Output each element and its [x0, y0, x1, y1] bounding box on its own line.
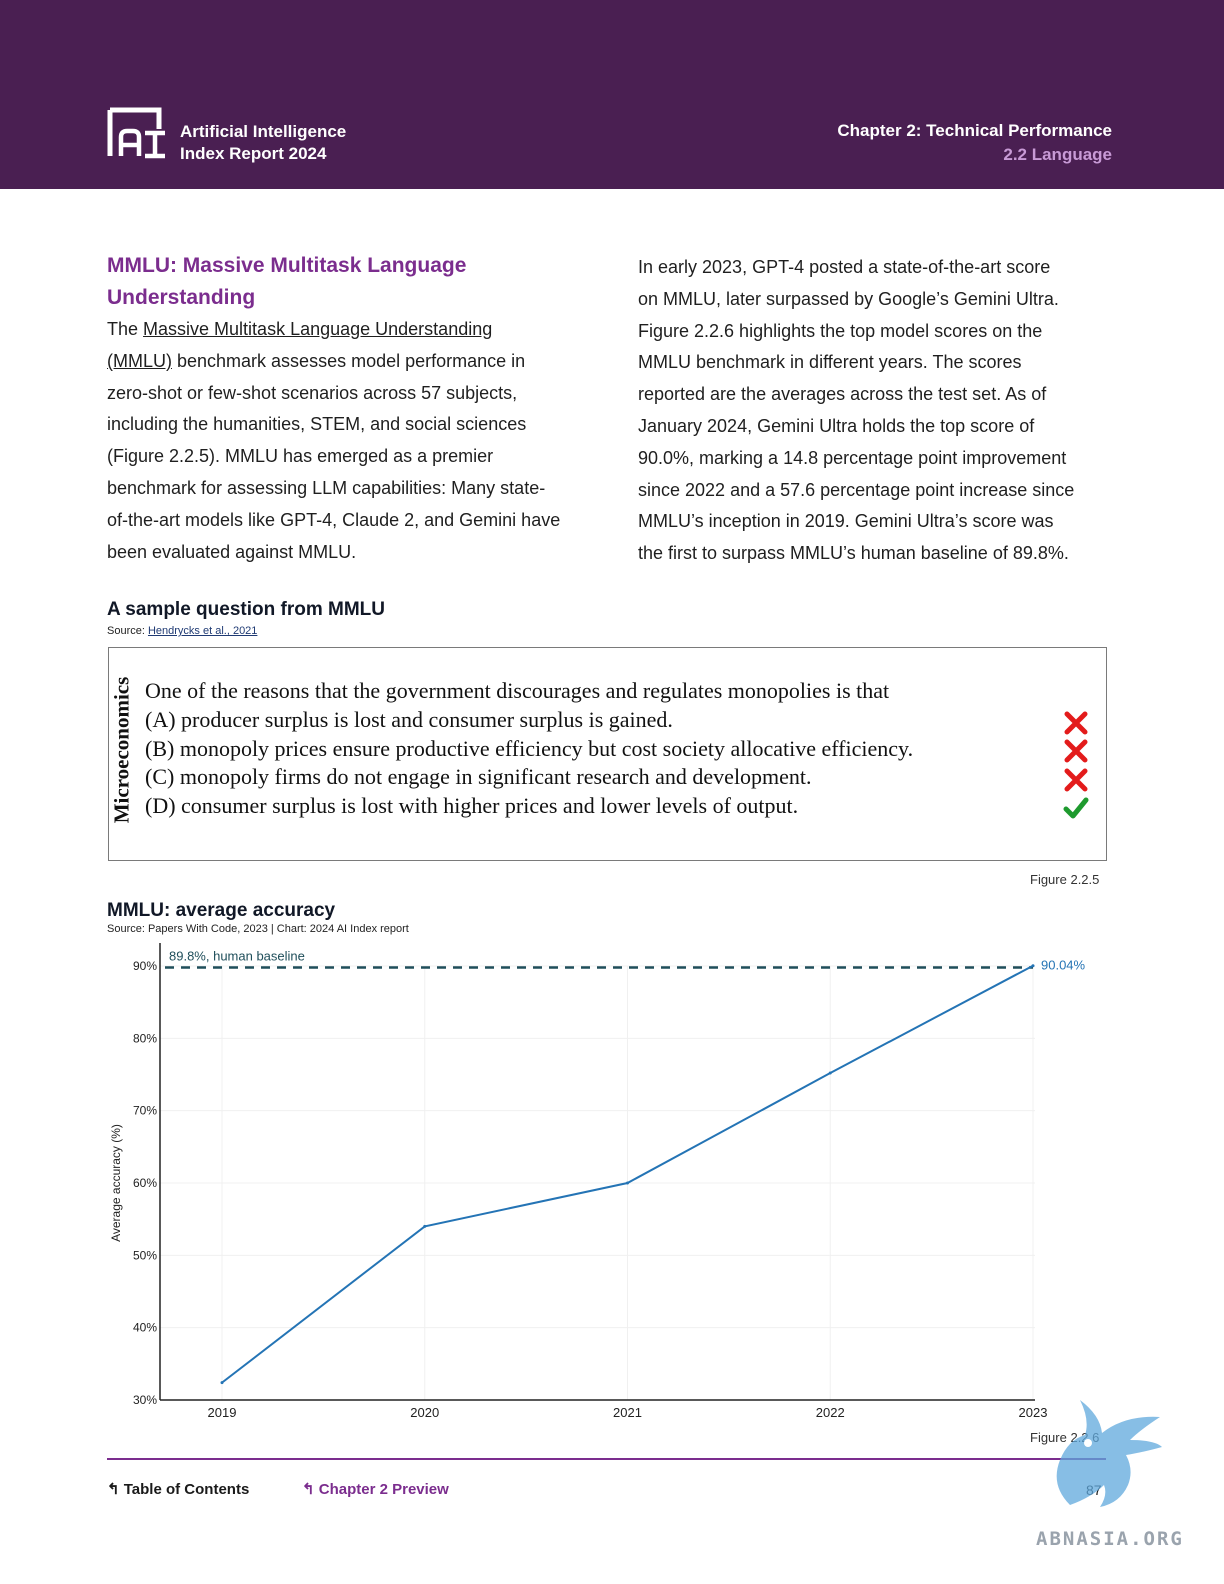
figure-2-source: Source: Papers With Code, 2023 | Chart: … — [107, 923, 409, 935]
figure-1-title: A sample question from MMLU — [107, 599, 385, 620]
toc-label: Table of Contents — [123, 1481, 250, 1498]
option-d: (D) consumer surplus is lost with higher… — [145, 793, 799, 818]
question-subject: Microeconomics — [109, 664, 135, 836]
data-point — [1031, 964, 1035, 968]
y-tick-label: 30% — [133, 1393, 157, 1407]
ai-index-logo — [107, 107, 165, 159]
brand-line-1: Artificial Intelligence — [180, 122, 347, 141]
cross-icon — [1064, 711, 1088, 735]
option-a: (A) producer surplus is lost and consume… — [145, 707, 673, 732]
cross-icon — [1064, 768, 1088, 792]
left-paragraph: The Massive Multitask Language Understan… — [107, 314, 607, 568]
figure-1-source: Source: Hendrycks et al., 2021 — [107, 625, 257, 637]
x-tick-label: 2021 — [613, 1405, 642, 1420]
data-point — [220, 1381, 224, 1385]
y-tick-label: 80% — [133, 1031, 157, 1045]
x-tick-labels: 2019 2020 2021 2022 2023 — [208, 1405, 1048, 1420]
mmlu-chart: 30% 40% 50% 60% 70% 80% 90% 2019 2020 2021 2022 20… — [100, 935, 1110, 1435]
chart-grid — [160, 965, 1035, 1401]
text-span: benchmark assesses model performance in — [172, 350, 526, 371]
chapter-preview-link[interactable]: ↰ Chapter 2 Preview — [302, 1480, 449, 1498]
watermark-text: ABNASIA.ORG — [1036, 1528, 1184, 1550]
y-tick-label: 60% — [133, 1176, 157, 1190]
option-b: (B) monopoly prices ensure productive ef… — [145, 736, 914, 761]
chapter-title: Chapter 2: Technical Performance — [837, 121, 1112, 140]
brand-line-2: Index Report 2024 — [180, 144, 327, 163]
paragraph-line: including the humanities, STEM, and soci… — [107, 414, 527, 435]
y-tick-labels: 30% 40% 50% 60% 70% 80% 90% — [133, 959, 157, 1407]
paragraph-line: of-the-art models like GPT-4, Claude 2, … — [107, 509, 561, 530]
source-prefix: Source: — [107, 625, 148, 637]
paragraph-line: In early 2023, GPT-4 posted a state-of-t… — [638, 257, 1051, 277]
chapter-heading: Chapter 2: Technical Performance 2.2 Lan… — [837, 119, 1112, 167]
human-baseline-label: 89.8%, human baseline — [169, 948, 305, 963]
x-tick-label: 2020 — [410, 1405, 439, 1420]
page-header: Artificial Intelligence Index Report 202… — [0, 0, 1224, 189]
chart-labels: Average accuracy (%) 90.04% — [109, 958, 1086, 1242]
mmlu-line-chart: 30%40%50%60%70%80%90% 2019 2020 2021 2022 20… — [109, 943, 1086, 1420]
x-tick-label: 2023 — [1019, 1405, 1048, 1420]
section-heading-line-1: MMLU: Massive Multitask Language — [107, 254, 467, 277]
table-of-contents-link[interactable]: ↰ Table of Contents — [107, 1480, 249, 1498]
y-tick-label: 70% — [133, 1104, 157, 1118]
x-tick-label: 2019 — [208, 1405, 237, 1420]
section-heading-line-2: Understanding — [107, 286, 256, 309]
paragraph-line: January 2024, Gemini Ultra holds the top… — [638, 415, 1035, 436]
paragraph-line: 90.0%, marking a 14.8 percentage point i… — [638, 447, 1067, 468]
y-tick-label: 40% — [133, 1321, 157, 1335]
paragraph-line: (MMLU) benchmark assesses model performa… — [107, 346, 607, 378]
check-icon — [1063, 797, 1089, 819]
paragraph-line: MMLU benchmark in different years. The s… — [638, 352, 1022, 373]
end-value-label: 90.04% — [1041, 958, 1086, 973]
paragraph-line: The Massive Multitask Language Understan… — [107, 314, 607, 346]
paragraph-line: been evaluated against MMLU. — [107, 541, 357, 562]
report-brand: Artificial Intelligence Index Report 202… — [180, 121, 346, 165]
source-link[interactable]: Hendrycks et al., 2021 — [147, 625, 258, 637]
y-tick-label: 50% — [133, 1248, 157, 1262]
paragraph-line: reported are the averages across the tes… — [638, 384, 1047, 405]
paragraph-line: MMLU’s inception in 2019. Gemini Ultra’s… — [638, 511, 1054, 532]
section-heading: MMLU: Massive Multitask Language Underst… — [107, 250, 607, 314]
y-tick-label: 90% — [133, 959, 157, 973]
mmlu-link-abbr[interactable]: (MMLU) — [107, 350, 172, 371]
return-arrow-icon: ↰ — [302, 1481, 319, 1498]
data-point — [828, 1071, 832, 1075]
mmlu-link[interactable]: Massive Multitask Language Understanding — [143, 319, 493, 339]
text-span: The — [107, 319, 144, 339]
paragraph-line: (Figure 2.2.5). MMLU has emerged as a pr… — [107, 446, 494, 467]
paragraph-line: benchmark for assessing LLM capabilities… — [107, 477, 546, 498]
footer-divider — [107, 1458, 1106, 1460]
paragraph-line: zero-shot or few-shot scenarios across 5… — [107, 382, 518, 403]
human-baseline: 89.8%, human baseline — [165, 948, 1033, 969]
data-point — [626, 1181, 629, 1185]
x-tick-label: 2022 — [816, 1405, 845, 1420]
question-text: One of the reasons that the government d… — [145, 678, 890, 703]
cross-icon — [1064, 739, 1088, 763]
figure-2-title: MMLU: average accuracy — [107, 900, 336, 921]
left-column: MMLU: Massive Multitask Language Underst… — [107, 250, 607, 568]
return-arrow-icon: ↰ — [107, 1481, 124, 1498]
chapter-preview-label: Chapter 2 Preview — [318, 1481, 449, 1498]
section-title: 2.2 Language — [1003, 145, 1112, 164]
option-c: (C) monopoly firms do not engage in sign… — [145, 764, 812, 789]
paragraph-line: since 2022 and a 57.6 percentage point i… — [638, 479, 1075, 500]
right-column: In early 2023, GPT-4 posted a state-of-t… — [638, 252, 1118, 570]
paragraph-line: the first to surpass MMLU’s human baseli… — [638, 543, 1069, 564]
griffin-watermark-icon — [1056, 1400, 1162, 1507]
y-axis-label: Average accuracy (%) — [109, 1124, 123, 1242]
chart-series — [220, 964, 1035, 1385]
paragraph-line: Figure 2.2.6 highlights the top model sc… — [638, 320, 1043, 341]
data-point — [423, 1224, 427, 1228]
subject-label: Microeconomics — [109, 676, 134, 824]
chart-axes — [159, 943, 1035, 1401]
sample-question-box: Microeconomics One of the reasons that t… — [108, 647, 1107, 861]
paragraph-line: on MMLU, later surpassed by Google’s Gem… — [638, 288, 1059, 309]
figure-1-number: Figure 2.2.5 — [1030, 872, 1100, 887]
